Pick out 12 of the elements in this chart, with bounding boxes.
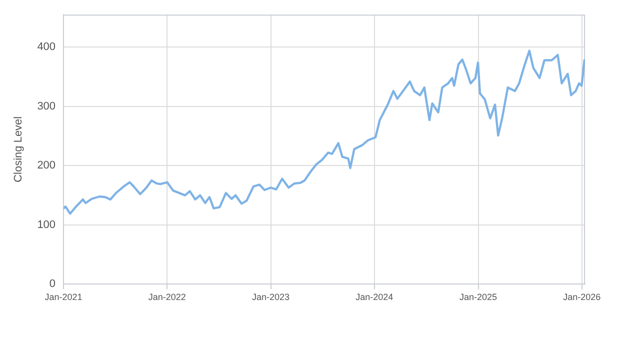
y-tick-label: 400: [37, 41, 56, 54]
x-tick-label: Jan-2026: [563, 292, 601, 302]
y-tick-label: 0: [49, 278, 56, 290]
x-tick-label: Jan-2025: [460, 292, 498, 302]
y-tick-label: 200: [37, 160, 56, 172]
x-tick-label: Jan-2024: [356, 292, 394, 302]
y-tick-label: 100: [37, 218, 56, 231]
x-tick-label: Jan-2021: [44, 292, 82, 302]
y-tick-label: 300: [37, 100, 56, 112]
x-tick-label: Jan-2023: [252, 292, 290, 302]
x-tick-label: Jan-2022: [148, 292, 186, 302]
y-axis-title: Closing Level: [12, 116, 25, 182]
